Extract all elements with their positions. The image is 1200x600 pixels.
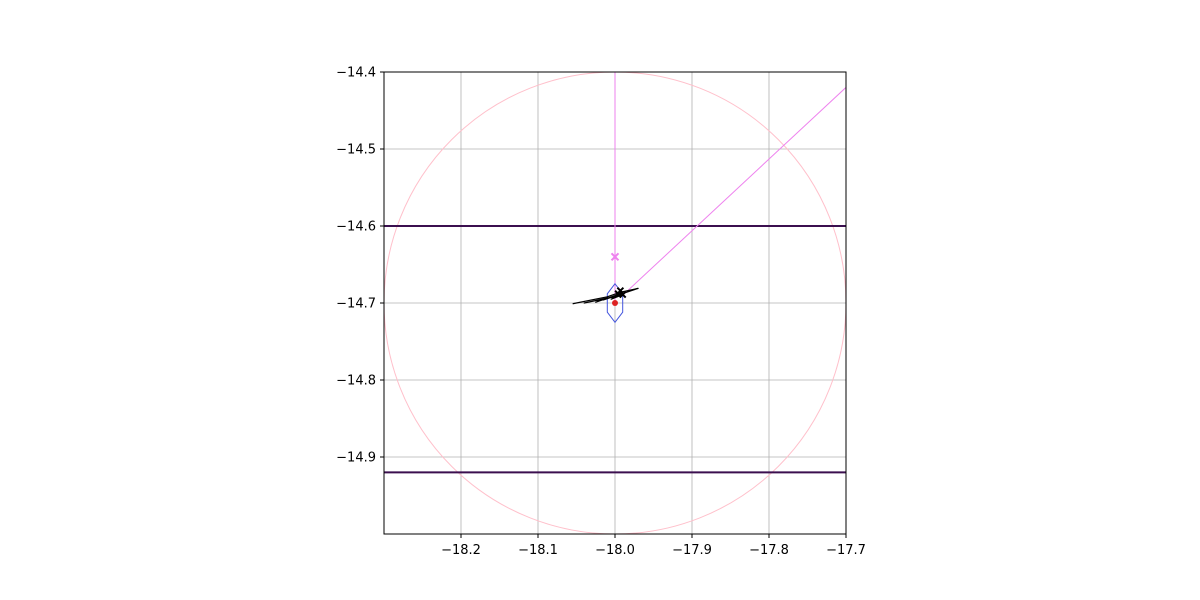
y-tick-label-5: −14.9 [336,451,376,466]
y-tick-label-0: −14.4 [336,66,376,81]
x-marker [610,252,620,262]
x-tick-label-0: −18.2 [441,543,481,558]
x-tick-label-2: −18.0 [595,543,635,558]
y-tick-label-4: −14.8 [336,374,376,389]
x-tick-label-1: −18.1 [518,543,558,558]
axes: −18.2 −18.1 −18.0 −17.9 −17.8 −17.7 −14.4 −14.5… [336,66,866,559]
black-marker-2 [614,290,622,298]
plot-area [384,72,846,534]
x-tick-label-3: −17.9 [672,543,712,558]
y-tick-label-2: −14.6 [336,220,376,235]
diagonal-line [622,87,846,296]
x-tick-label-5: −17.7 [826,543,866,558]
y-tick-label-1: −14.5 [336,143,376,158]
x-tick-label-4: −17.8 [749,543,789,558]
y-tick-label-3: −14.7 [336,297,376,312]
red-marker [612,300,618,306]
